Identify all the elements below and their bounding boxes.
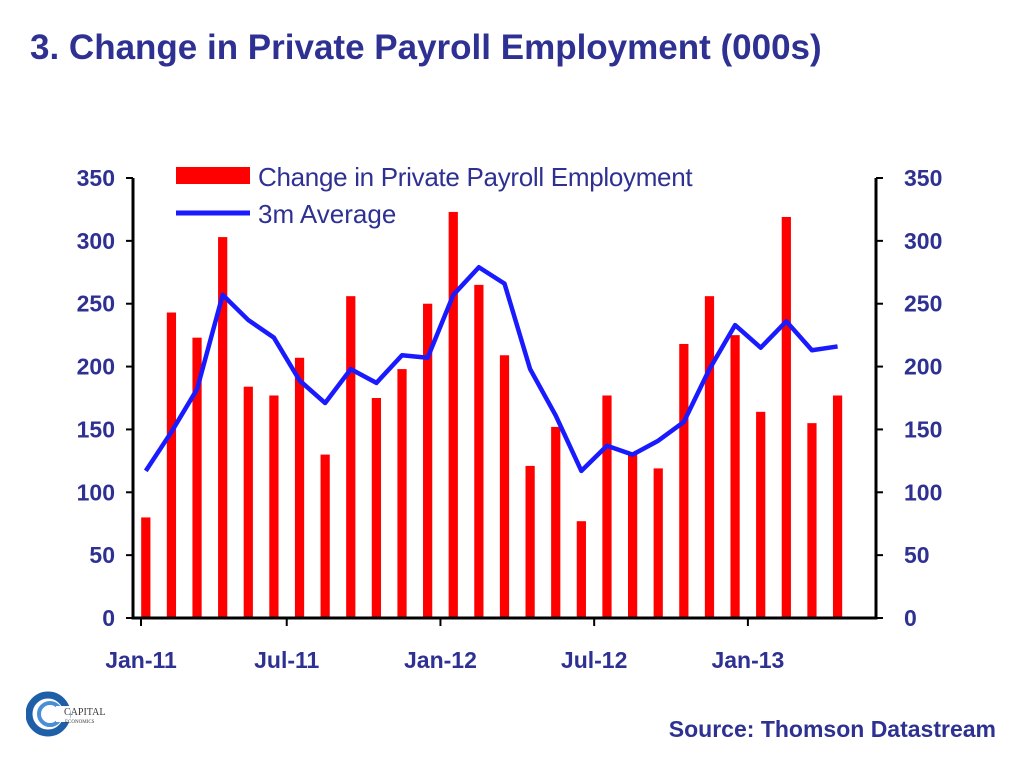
legend-line-label: 3m Average [258,199,396,229]
bar-Mar-13 [807,423,817,618]
y-tick-label-right: 50 [904,542,930,568]
bar-Apr-11 [218,237,228,619]
y-tick-label-right: 200 [904,354,942,380]
bar-Sep-12 [653,468,663,618]
y-tick-label-left: 0 [102,605,115,631]
y-tick-label-left: 150 [77,416,115,442]
y-tick-label-right: 150 [904,416,942,442]
bar-Mar-12 [499,355,510,618]
bar-Feb-12 [474,284,484,618]
bar-Aug-12 [627,454,638,618]
y-tick-label-left: 300 [77,228,115,254]
bar-Aug-11 [320,454,330,618]
bar-Jul-12 [602,395,612,618]
bar-Dec-11 [423,303,433,618]
bar-Oct-11 [371,398,382,618]
x-tick-label: Jul-11 [254,647,319,673]
y-tick-label-right: 350 [904,165,942,191]
y-tick-label-right: 250 [904,291,942,317]
bar-Jun-11 [269,395,279,618]
line-series [143,265,838,474]
svg-text:ECONOMICS: ECONOMICS [65,720,95,725]
y-tick-label-right: 100 [904,479,942,505]
x-tick-label: Jan-12 [404,647,477,673]
y-tick-label-right: 0 [904,605,917,631]
page-title: 3. Change in Private Payroll Employment … [30,28,822,67]
bar-Mar-11 [192,337,202,618]
legend: Change in Private Payroll Employment 3m A… [176,162,694,229]
capital-economics-logo: CAPITAL ECONOMICS [26,691,105,737]
legend-bar-label: Change in Private Payroll Employment [258,162,693,192]
y-tick-label-left: 50 [89,542,115,568]
source-note: Source: Thomson Datastream [668,716,996,742]
bar-Jan-11 [141,517,151,618]
bar-Jun-12 [576,521,586,618]
bar-Apr-12 [525,465,535,618]
y-tick-label-left: 350 [77,165,115,191]
y-tick-label-left: 250 [77,291,115,317]
bar-Feb-11 [166,312,177,618]
bar-Jan-13 [756,411,766,618]
bar-Sep-11 [346,296,356,618]
y-tick-label-left: 100 [77,479,115,505]
bar-Jul-11 [294,357,305,618]
x-tick-label: Jan-11 [105,647,177,673]
bar-May-11 [243,386,253,618]
y-tick-label-right: 300 [904,228,942,254]
bar-Nov-11 [397,369,407,618]
bar-Apr-13 [832,395,843,618]
y-tick-label-left: 200 [77,354,115,380]
bar-Dec-12 [730,335,740,618]
bar-Feb-13 [781,216,791,618]
bar-Oct-12 [679,343,689,618]
legend-bar-swatch [176,167,250,184]
line-3m-average [143,265,838,474]
bar-Nov-12 [704,296,715,618]
x-tick-label: Jan-13 [711,647,784,673]
bar-May-12 [551,426,561,618]
x-tick-label: Jul-12 [561,647,627,673]
bar-series [141,211,843,619]
svg-text:CAPITAL: CAPITAL [64,707,105,718]
bar-Jan-12 [448,211,458,618]
